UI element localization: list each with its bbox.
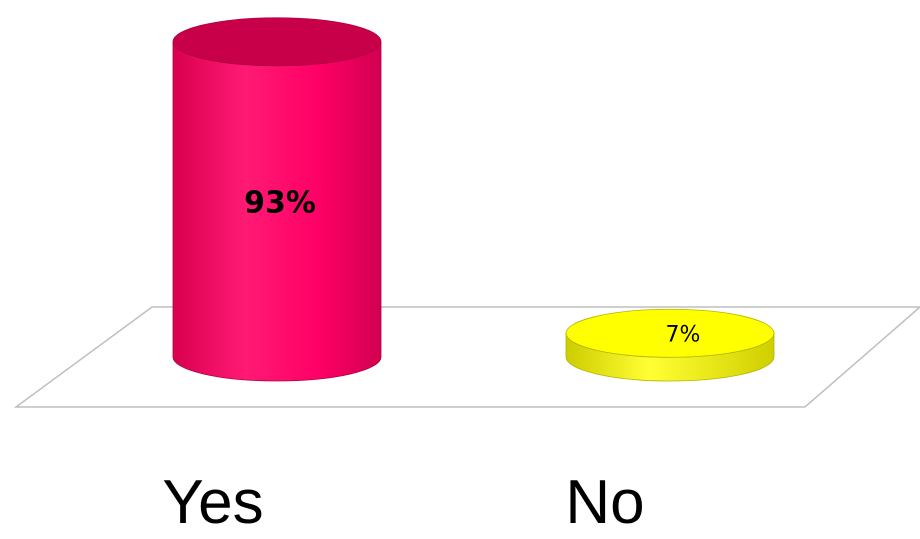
chart-floor <box>13 306 920 408</box>
bar-series <box>172 17 775 382</box>
bar-yes-top <box>172 17 382 67</box>
data-label-yes: 93% <box>244 185 316 220</box>
category-label-yes: Yes <box>162 468 263 537</box>
bar-no-top <box>565 308 775 358</box>
category-label-no: No <box>565 468 644 537</box>
data-labels: 93% 7% <box>244 185 700 347</box>
data-label-no: 7% <box>666 322 701 347</box>
